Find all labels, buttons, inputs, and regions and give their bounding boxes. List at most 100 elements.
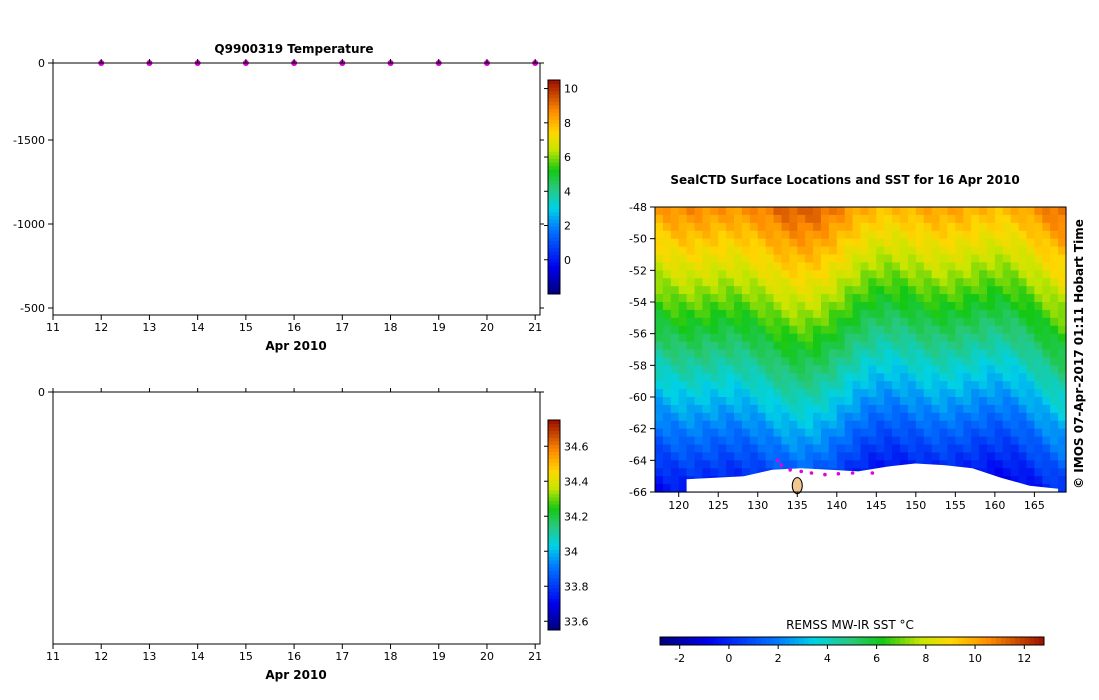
sst-cell: [805, 278, 814, 287]
sst-cell: [828, 214, 838, 224]
sst-cell: [907, 341, 917, 351]
sst-cell: [781, 286, 790, 295]
sst-cell: [686, 222, 696, 232]
sst-cell: [1042, 294, 1051, 303]
sst-cell: [678, 436, 688, 446]
sst-cell: [718, 365, 727, 374]
sst-cell: [931, 381, 941, 390]
sst-cell: [718, 468, 727, 477]
colorbar-swatch: [664, 637, 671, 645]
sst-cell: [860, 436, 869, 446]
sst-cell: [757, 286, 767, 295]
sst-cell: [820, 389, 830, 398]
sst-cell: [1042, 317, 1051, 327]
sst-cell: [955, 341, 964, 351]
sst-cell: [805, 238, 814, 248]
sst-cell: [773, 214, 783, 224]
sst-map-chart: SealCTD Surface Locations and SST for 16…: [629, 173, 1086, 665]
sst-cell: [915, 404, 925, 414]
sst-cell: [734, 325, 743, 335]
sst-cell: [876, 317, 885, 327]
sst-cell: [820, 365, 830, 374]
sst-cell: [923, 428, 933, 438]
sst-cell: [670, 476, 680, 485]
sst-cell: [852, 341, 862, 351]
sst-cell: [702, 468, 711, 477]
sst-cell: [947, 341, 956, 351]
colorbar-swatch: [548, 201, 560, 206]
sst-cell: [892, 373, 901, 382]
y-tick-label: -56: [629, 328, 647, 341]
sst-cell: [789, 254, 798, 264]
sst-cell: [979, 333, 988, 343]
sst-cell: [694, 230, 704, 240]
colorbar-swatch: [548, 240, 560, 245]
sst-cell: [678, 317, 688, 327]
sst-cell: [655, 238, 664, 248]
sst-cell: [678, 246, 688, 256]
sst-cell: [789, 294, 798, 303]
sst-cell: [686, 230, 696, 240]
sst-cell: [892, 349, 901, 359]
sst-cell: [955, 444, 964, 454]
sst-cell: [892, 278, 901, 287]
sst-cell: [781, 389, 790, 398]
sst-cell: [939, 428, 949, 438]
sst-cell: [892, 444, 901, 454]
sst-cell: [757, 317, 767, 327]
sst-cell: [971, 452, 980, 461]
sst-cell: [702, 389, 711, 398]
sst-cell: [694, 397, 704, 406]
sst-cell: [1010, 373, 1020, 382]
temperature-y-ticks: 0-500-1000-1500: [38, 57, 544, 70]
sst-cell: [852, 397, 862, 406]
sst-cell: [718, 444, 727, 454]
sst-cell: [947, 436, 956, 446]
sst-cell: [836, 428, 846, 438]
sst-cell: [797, 246, 806, 256]
sst-cell: [1042, 476, 1051, 485]
sst-cell: [773, 309, 783, 319]
sst-cell: [805, 207, 814, 216]
sst-cell: [726, 420, 735, 430]
colorbar-label: 4: [564, 185, 571, 198]
sst-cell: [781, 397, 790, 406]
sst-cell: [805, 404, 814, 414]
sst-cell: [1050, 476, 1059, 485]
colorbar-label: 8: [564, 117, 571, 130]
sst-cell: [986, 333, 996, 343]
colorbar-swatch: [548, 87, 560, 92]
sst-cell: [686, 214, 696, 224]
sst-cell: [986, 349, 996, 359]
sst-cell: [979, 381, 988, 390]
sst-cell: [979, 262, 988, 271]
sst-cell: [860, 373, 869, 382]
sst-cell: [765, 341, 775, 351]
sst-cell: [947, 325, 956, 335]
sst-cell: [734, 357, 743, 366]
sst-cell: [828, 420, 838, 430]
sst-cell: [718, 373, 727, 382]
sst-cell: [797, 365, 806, 374]
sst-cell: [907, 428, 917, 438]
sst-cell: [852, 365, 862, 374]
colorbar-swatch: [548, 261, 560, 266]
sst-cell: [971, 460, 980, 469]
sst-cell: [702, 230, 711, 240]
sst-cell: [749, 294, 759, 303]
sst-cell: [655, 278, 664, 287]
sst-cell: [979, 404, 988, 414]
sst-cell: [765, 333, 775, 343]
colorbar-swatch: [780, 637, 786, 645]
sst-cell: [844, 444, 854, 454]
sst-cell: [828, 230, 838, 240]
sst-cell: [1050, 349, 1059, 359]
sst-cell: [797, 341, 806, 351]
sst-cell: [828, 270, 838, 279]
sst-cell: [907, 325, 917, 335]
sst-cell: [955, 325, 964, 335]
sst-cell: [805, 460, 814, 469]
sst-cell: [678, 460, 688, 469]
sst-cell: [963, 333, 972, 343]
colorbar-swatch: [548, 539, 560, 543]
